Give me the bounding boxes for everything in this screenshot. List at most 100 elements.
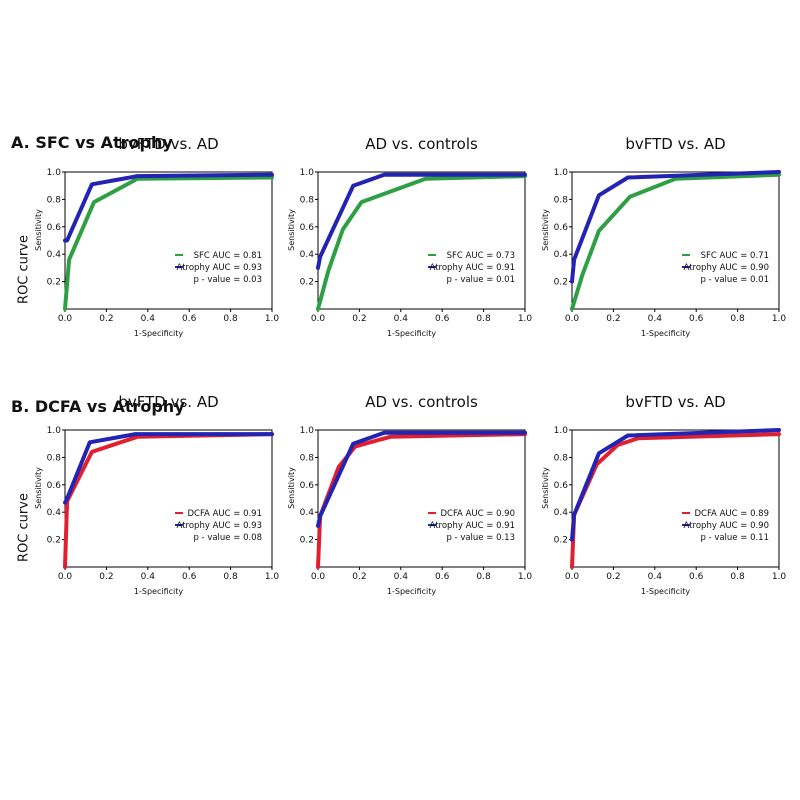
y-axis-label: Sensitivity xyxy=(541,209,550,251)
y-tick-label: 1.0 xyxy=(300,426,315,436)
legend-entry: DCFA AUC = 0.90 xyxy=(440,509,515,519)
plot-frame xyxy=(64,171,273,310)
x-tick-label: 0.0 xyxy=(58,314,73,324)
legend-entry: SFC AUC = 0.81 xyxy=(194,251,262,261)
x-tick-label: 0.6 xyxy=(435,572,450,582)
legend-entry: Atrophy AUC = 0.90 xyxy=(684,263,769,273)
series-line-atrophy xyxy=(316,172,527,270)
p-value-label: p - value = 0.11 xyxy=(700,533,769,543)
x-tick-label: 1.0 xyxy=(518,314,533,324)
series-line-dcfa xyxy=(570,432,781,569)
y-tick-label: 0.8 xyxy=(300,195,315,205)
y-axis-label: Sensitivity xyxy=(287,209,296,251)
x-tick-label: 0.8 xyxy=(476,572,491,582)
series-line-sfc xyxy=(570,172,781,311)
y-tick-label: 0.8 xyxy=(554,453,569,463)
x-tick-label: 0.8 xyxy=(476,314,491,324)
y-axis-label: Sensitivity xyxy=(34,467,43,509)
legend-entry: DCFA AUC = 0.91 xyxy=(187,509,262,519)
x-tick-label: 0.8 xyxy=(730,314,745,324)
y-tick-label: 0.6 xyxy=(300,223,315,233)
series-line-sfc xyxy=(63,175,274,311)
x-tick-label: 0.0 xyxy=(565,314,580,324)
y-tick-label: 0.8 xyxy=(47,453,62,463)
x-tick-label: 1.0 xyxy=(772,572,787,582)
x-axis-label: 1-Specificity xyxy=(641,587,690,596)
roc-chart-6: bvFTD vs. AD 0.0 0.2 0.4 0.6 0.8 1.0 0.2 0.4 0.6 0… xyxy=(541,393,787,596)
legend-entry: Atrophy AUC = 0.93 xyxy=(177,263,262,273)
x-tick-label: 0.2 xyxy=(606,314,620,324)
y-tick-label: 0.4 xyxy=(554,250,569,260)
series-line-atrophy xyxy=(570,428,781,542)
y-axis-label: Sensitivity xyxy=(34,209,43,251)
chart-title: bvFTD vs. AD xyxy=(118,393,218,411)
roc-chart-4: bvFTD vs. AD 0.0 0.2 0.4 0.6 0.8 1.0 0.2 0.4 0.6 0… xyxy=(34,393,279,596)
legend-entry: Atrophy AUC = 0.90 xyxy=(684,521,769,531)
legend-entry: Atrophy AUC = 0.93 xyxy=(177,521,262,531)
y-tick-label: 0.2 xyxy=(300,278,314,288)
y-tick-label: 0.4 xyxy=(300,508,315,518)
y-tick-label: 0.6 xyxy=(554,223,569,233)
roc-chart-2: AD vs. controls 0.0 0.2 0.4 0.6 0.8 1.0 0.2 0.4 0… xyxy=(287,135,533,338)
x-tick-label: 0.8 xyxy=(223,314,238,324)
legend-entry: Atrophy AUC = 0.91 xyxy=(430,263,515,273)
section-title-b: B. DCFA vs Atrophy xyxy=(11,397,185,416)
y-tick-label: 0.4 xyxy=(300,250,315,260)
row-a-ylabel: ROC curve xyxy=(16,235,32,304)
y-tick-label: 0.6 xyxy=(300,481,315,491)
x-axis-label: 1-Specificity xyxy=(387,587,436,596)
series-line-dcfa xyxy=(63,432,274,569)
p-value-label: p - value = 0.13 xyxy=(446,533,515,543)
x-tick-label: 0.6 xyxy=(182,314,197,324)
series-line-atrophy xyxy=(63,172,274,243)
x-tick-label: 0.4 xyxy=(141,314,156,324)
y-tick-label: 0.2 xyxy=(554,278,568,288)
plot-frame xyxy=(317,171,526,310)
series-line-sfc xyxy=(316,174,527,311)
chart-title: AD vs. controls xyxy=(365,393,478,411)
legend-entry: Atrophy AUC = 0.91 xyxy=(430,521,515,531)
x-axis-label: 1-Specificity xyxy=(387,329,436,338)
chart-title: bvFTD vs. AD xyxy=(625,393,725,411)
chart-title: AD vs. controls xyxy=(365,135,478,153)
x-axis-label: 1-Specificity xyxy=(134,587,183,596)
row-b-ylabel: ROC curve xyxy=(16,493,32,562)
y-tick-label: 0.2 xyxy=(47,536,61,546)
legend-entry: DCFA AUC = 0.89 xyxy=(694,509,769,519)
x-axis-label: 1-Specificity xyxy=(641,329,690,338)
y-tick-label: 0.8 xyxy=(554,195,569,205)
section-title-a: A. SFC vs Atrophy xyxy=(11,133,173,152)
x-tick-label: 0.2 xyxy=(352,572,366,582)
roc-chart-1: bvFTD vs. AD 0.0 0.2 0.4 0.6 0.8 1.0 0.2 0.4 0.6 0… xyxy=(34,135,280,338)
x-tick-label: 0.6 xyxy=(182,572,197,582)
chart-title: bvFTD vs. AD xyxy=(118,135,218,153)
x-tick-label: 0.6 xyxy=(689,314,704,324)
x-tick-label: 0.6 xyxy=(435,314,450,324)
y-tick-label: 0.2 xyxy=(300,536,314,546)
x-tick-label: 0.4 xyxy=(141,572,156,582)
x-tick-label: 0.8 xyxy=(223,572,238,582)
y-axis-label: Sensitivity xyxy=(541,467,550,509)
x-tick-label: 0.4 xyxy=(648,314,663,324)
y-tick-label: 1.0 xyxy=(300,168,315,178)
y-tick-label: 0.6 xyxy=(554,481,569,491)
y-tick-label: 0.2 xyxy=(554,536,568,546)
x-tick-label: 0.2 xyxy=(99,314,113,324)
p-value-label: p - value = 0.01 xyxy=(446,275,515,285)
y-tick-label: 0.6 xyxy=(47,223,62,233)
chart-title: bvFTD vs. AD xyxy=(625,135,725,153)
y-tick-label: 1.0 xyxy=(47,426,62,436)
series-line-atrophy xyxy=(316,430,527,528)
y-tick-label: 0.2 xyxy=(47,278,61,288)
legend-entry: SFC AUC = 0.71 xyxy=(701,251,769,261)
x-tick-label: 0.0 xyxy=(58,572,73,582)
x-tick-label: 0.0 xyxy=(565,572,580,582)
y-tick-label: 0.4 xyxy=(47,250,62,260)
x-tick-label: 1.0 xyxy=(265,314,280,324)
plot-frame xyxy=(317,429,526,568)
x-tick-label: 0.4 xyxy=(648,572,663,582)
x-tick-label: 1.0 xyxy=(772,314,787,324)
y-tick-label: 1.0 xyxy=(554,168,569,178)
x-tick-label: 0.2 xyxy=(352,314,366,324)
plot-frame xyxy=(571,429,780,568)
